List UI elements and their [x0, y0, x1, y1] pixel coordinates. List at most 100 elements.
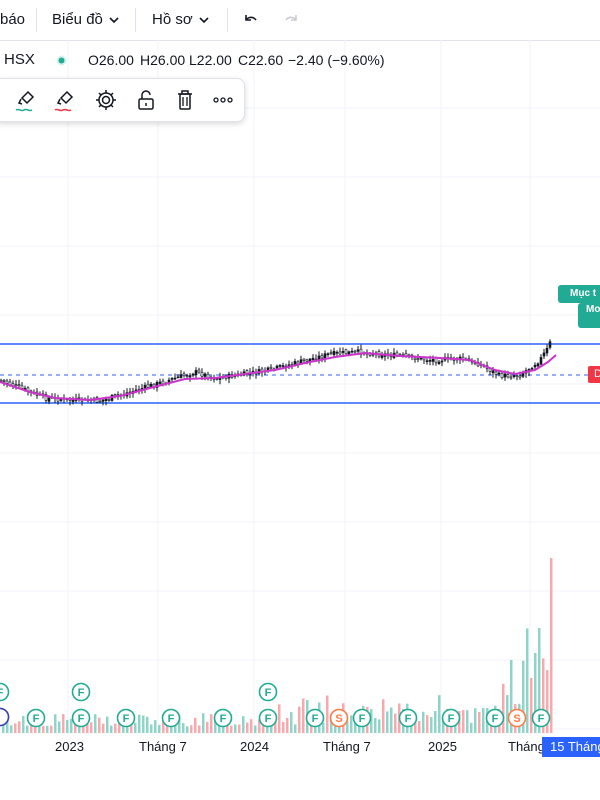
- candle: [0, 379, 3, 382]
- candle: [539, 357, 543, 365]
- event-marker-letter: F: [33, 713, 40, 725]
- candle: [311, 357, 315, 360]
- volume-bar: [322, 722, 325, 733]
- volume-bar: [346, 721, 349, 733]
- volume-bar: [546, 670, 549, 733]
- candle: [170, 378, 174, 380]
- volume-bar: [118, 716, 121, 733]
- candle: [194, 370, 198, 376]
- candle: [278, 365, 282, 367]
- menu-item-report[interactable]: báo: [0, 0, 25, 40]
- more-icon[interactable]: [208, 85, 238, 115]
- event-marker-icon: [26, 708, 46, 728]
- volume-bar: [378, 719, 381, 733]
- volume-bar: [438, 695, 441, 733]
- volume-bar: [286, 717, 289, 733]
- profile-menu-button[interactable]: Hồ sơ: [152, 0, 209, 40]
- chart-menu-label: Biểu đồ: [52, 11, 103, 28]
- event-marker-icon: [329, 708, 349, 728]
- current-price-marker-text: D: [594, 368, 600, 380]
- volume-bar: [422, 711, 425, 733]
- volume-bar: [298, 706, 301, 733]
- volume-bar: [530, 677, 533, 733]
- undo-icon[interactable]: [242, 11, 260, 29]
- chart-menu-button[interactable]: Biểu đồ: [52, 0, 119, 40]
- volume-bar: [94, 714, 97, 733]
- exchange-label: HSX: [4, 51, 35, 68]
- volume-bar: [550, 558, 553, 733]
- candle: [182, 373, 186, 376]
- toolbar-divider: [227, 8, 228, 32]
- volume-bar: [70, 718, 73, 733]
- volume-bar: [134, 722, 137, 733]
- candle: [281, 365, 285, 367]
- candle: [146, 383, 150, 388]
- time-axis-label: 2024: [240, 739, 269, 754]
- fill-color-icon[interactable]: [51, 85, 81, 115]
- event-marker-icon: [116, 708, 136, 728]
- candle: [338, 351, 342, 355]
- candle: [77, 396, 81, 399]
- volume-bar: [202, 713, 205, 733]
- candle: [521, 373, 525, 377]
- high-value: H26.00: [140, 52, 186, 68]
- volume-bar: [466, 710, 469, 733]
- candle: [422, 357, 426, 361]
- volume-bar: [414, 716, 417, 733]
- event-marker-icon: [485, 708, 505, 728]
- candle: [500, 372, 504, 379]
- target-label-line2: Mo: [586, 304, 600, 315]
- volume-bar: [102, 723, 105, 733]
- line-color-icon[interactable]: [12, 85, 42, 115]
- volume-bar: [6, 714, 9, 733]
- volume-bar: [26, 725, 29, 733]
- redo-icon[interactable]: [282, 11, 300, 29]
- volume-bar: [10, 725, 13, 733]
- volume-bar: [46, 725, 49, 733]
- candle: [44, 394, 48, 401]
- volume-bar: [190, 725, 193, 733]
- candle: [344, 349, 348, 355]
- market-open-dot-icon: [56, 55, 67, 66]
- target-label-line1: Mục t: [570, 288, 597, 299]
- volume-bar: [154, 720, 157, 733]
- volume-bar: [214, 716, 217, 733]
- volume-bar: [386, 711, 389, 733]
- candle: [185, 375, 189, 377]
- volume-bar: [162, 713, 165, 733]
- trash-icon[interactable]: [170, 85, 200, 115]
- close-value: C22.60: [238, 52, 284, 68]
- event-marker-letter: F: [492, 713, 499, 725]
- gear-icon[interactable]: [91, 85, 121, 115]
- unlock-icon[interactable]: [131, 85, 161, 115]
- event-marker-letter: F: [265, 713, 272, 725]
- candle: [335, 351, 339, 354]
- event-marker-letter: F: [359, 713, 366, 725]
- candle: [113, 394, 117, 396]
- candle: [341, 351, 345, 353]
- volume-bar: [18, 721, 21, 733]
- candle: [104, 398, 108, 402]
- event-marker-icon: [71, 682, 91, 702]
- volume-bar: [338, 723, 341, 733]
- candle: [203, 373, 207, 377]
- candle: [20, 385, 24, 389]
- chevron-down-icon: [199, 17, 209, 24]
- volume-bar: [302, 698, 305, 733]
- event-marker-icon: [0, 682, 10, 702]
- time-axis-label: Tháng 7: [323, 739, 371, 754]
- event-marker-letter: F: [312, 713, 319, 725]
- candle: [440, 360, 444, 363]
- toolbar-divider: [135, 8, 136, 32]
- event-marker-letter: F: [78, 687, 85, 699]
- event-marker-letter: F: [78, 713, 85, 725]
- volume-bar: [270, 724, 273, 733]
- price-chart[interactable]: FFFFFFFFFFFSFFFFSF: [0, 40, 600, 736]
- candle: [512, 375, 516, 377]
- volume-bar: [262, 724, 265, 733]
- candle: [59, 399, 63, 401]
- candle: [107, 399, 111, 401]
- volume-bar: [174, 720, 177, 733]
- volume-bar: [130, 722, 133, 733]
- volume-bar: [98, 717, 101, 733]
